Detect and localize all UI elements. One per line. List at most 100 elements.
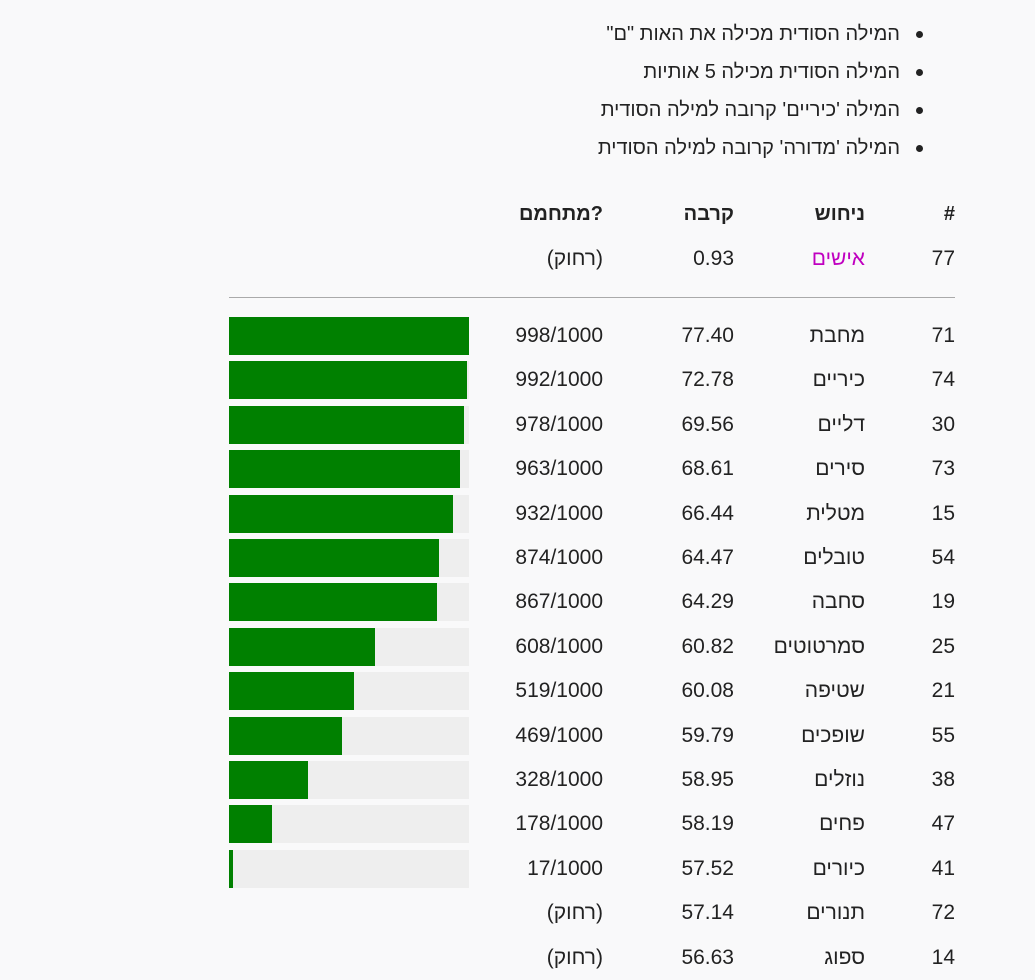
guess-rank: 992/1000	[515, 368, 603, 392]
guess-rank: 963/1000	[515, 457, 603, 481]
guess-number: 25	[931, 634, 955, 658]
progress-bar-fill	[229, 583, 438, 622]
progress-bar	[229, 583, 469, 622]
guess-number: 41	[931, 856, 955, 880]
guess-number: 74	[931, 368, 955, 392]
guess-word: כיריים	[812, 368, 865, 392]
guess-similarity: 60.08	[681, 679, 734, 703]
bullet-icon	[916, 145, 923, 152]
hint-item: המילה הסודית מכילה את האות "ם"	[0, 18, 958, 56]
hints-list: המילה הסודית מכילה את האות "ם" המילה הסו…	[0, 18, 958, 170]
hint-text: המילה 'כיריים' קרובה למילה הסודית	[600, 99, 900, 121]
progress-bar	[229, 716, 469, 755]
bullet-icon	[916, 31, 923, 38]
guess-number: 55	[931, 723, 955, 747]
guess-word: פחים	[819, 812, 865, 836]
hint-text: המילה 'מדורה' קרובה למילה הסודית	[597, 137, 900, 159]
table-row: 38 נוזלים 58.95 328/1000	[0, 758, 1035, 802]
guess-word: טובלים	[803, 546, 865, 569]
guess-similarity: 59.79	[681, 723, 734, 747]
progress-bar	[229, 494, 469, 533]
progress-bar	[229, 405, 469, 444]
progress-bar-fill	[229, 761, 308, 799]
table-row: 54 טובלים 64.47 874/1000	[0, 536, 1035, 580]
guess-word: דליים	[817, 412, 866, 436]
guess-word: מטלית	[806, 501, 865, 525]
progress-bar-fill	[229, 361, 468, 400]
table-row: 25 סמרטוטים 60.82 608/1000	[0, 625, 1035, 669]
table-row: 15 מטלית 66.44 932/1000	[0, 492, 1035, 536]
progress-bar	[229, 317, 469, 355]
guess-rank: 874/1000	[515, 546, 603, 569]
guess-similarity: 69.56	[681, 412, 734, 436]
guess-word: שופכים	[801, 723, 865, 747]
progress-bar-fill	[229, 450, 461, 489]
table-row: 71 מחבת 77.40 998/1000	[0, 314, 1035, 358]
guess-similarity: 60.82	[681, 634, 734, 658]
guess-word: ספוג	[824, 945, 865, 969]
progress-bar	[229, 361, 469, 400]
progress-bar-fill	[229, 849, 234, 888]
header-number: #	[943, 203, 955, 225]
latest-guess-word: אישים	[811, 247, 865, 270]
guess-rank: 328/1000	[515, 768, 603, 791]
table-row: 19 סחבה 64.29 867/1000	[0, 580, 1035, 624]
guess-similarity: 77.40	[681, 324, 734, 347]
progress-bar	[229, 805, 469, 844]
guess-number: 72	[931, 901, 955, 925]
guess-rank: 178/1000	[515, 812, 603, 836]
latest-guess-similarity: 0.93	[693, 247, 734, 270]
guess-number: 38	[931, 768, 955, 791]
progress-bar-fill	[229, 627, 375, 666]
progress-bar	[229, 849, 469, 888]
progress-bar	[229, 761, 469, 799]
guess-word: מחבת	[809, 324, 865, 347]
guess-rank: 519/1000	[515, 679, 603, 703]
guess-similarity: 66.44	[681, 501, 734, 525]
table-row: 30 דליים 69.56 978/1000	[0, 403, 1035, 447]
guess-status: (רחוק)	[546, 901, 603, 925]
progress-bar	[229, 627, 469, 666]
hint-item: המילה הסודית מכילה 5 אותיות	[0, 56, 958, 94]
guess-number: 73	[931, 457, 955, 481]
table-row: 72 תנורים 57.14 (רחוק)	[0, 891, 1035, 935]
guess-number: 14	[931, 945, 955, 969]
bullet-icon	[916, 69, 923, 76]
guess-word: תנורים	[806, 901, 865, 925]
guess-similarity: 56.63	[681, 945, 734, 969]
guess-number: 19	[931, 590, 955, 614]
latest-guess-number: 77	[931, 247, 955, 270]
guess-rank: 608/1000	[515, 634, 603, 658]
progress-bar	[229, 672, 469, 711]
guess-similarity: 58.95	[681, 768, 734, 791]
table-divider	[229, 297, 955, 298]
guess-word: שטיפה	[804, 679, 865, 703]
guess-number: 71	[931, 324, 955, 347]
table-row: 55 שופכים 59.79 469/1000	[0, 714, 1035, 758]
progress-bar	[229, 539, 469, 577]
table-row: 41 כיורים 57.52 17/1000	[0, 847, 1035, 891]
table-row: 74 כיריים 72.78 992/1000	[0, 358, 1035, 402]
guess-rank: 978/1000	[515, 412, 603, 436]
progress-bar-fill	[229, 672, 354, 711]
guess-number: 21	[931, 679, 955, 703]
progress-bar-fill	[229, 716, 342, 755]
table-row: 47 פחים 58.19 178/1000	[0, 802, 1035, 846]
guess-number: 30	[931, 412, 955, 436]
guess-similarity: 58.19	[681, 812, 734, 836]
guess-word: כיורים	[812, 856, 865, 880]
bullet-icon	[916, 107, 923, 114]
guess-number: 15	[931, 501, 955, 525]
header-temperature: מתחמם?	[518, 203, 603, 225]
guess-similarity: 68.61	[681, 457, 734, 481]
guess-word: סמרטוטים	[773, 634, 865, 658]
hint-item: המילה 'כיריים' קרובה למילה הסודית	[0, 94, 958, 132]
latest-guess-status: (רחוק)	[546, 247, 603, 270]
guess-rank: 998/1000	[515, 324, 603, 347]
guess-number: 47	[931, 812, 955, 836]
progress-bar-fill	[229, 405, 464, 444]
guess-similarity: 64.47	[681, 546, 734, 569]
guess-number: 54	[931, 546, 955, 569]
progress-bar-fill	[229, 494, 453, 533]
guess-word: נוזלים	[814, 768, 865, 791]
